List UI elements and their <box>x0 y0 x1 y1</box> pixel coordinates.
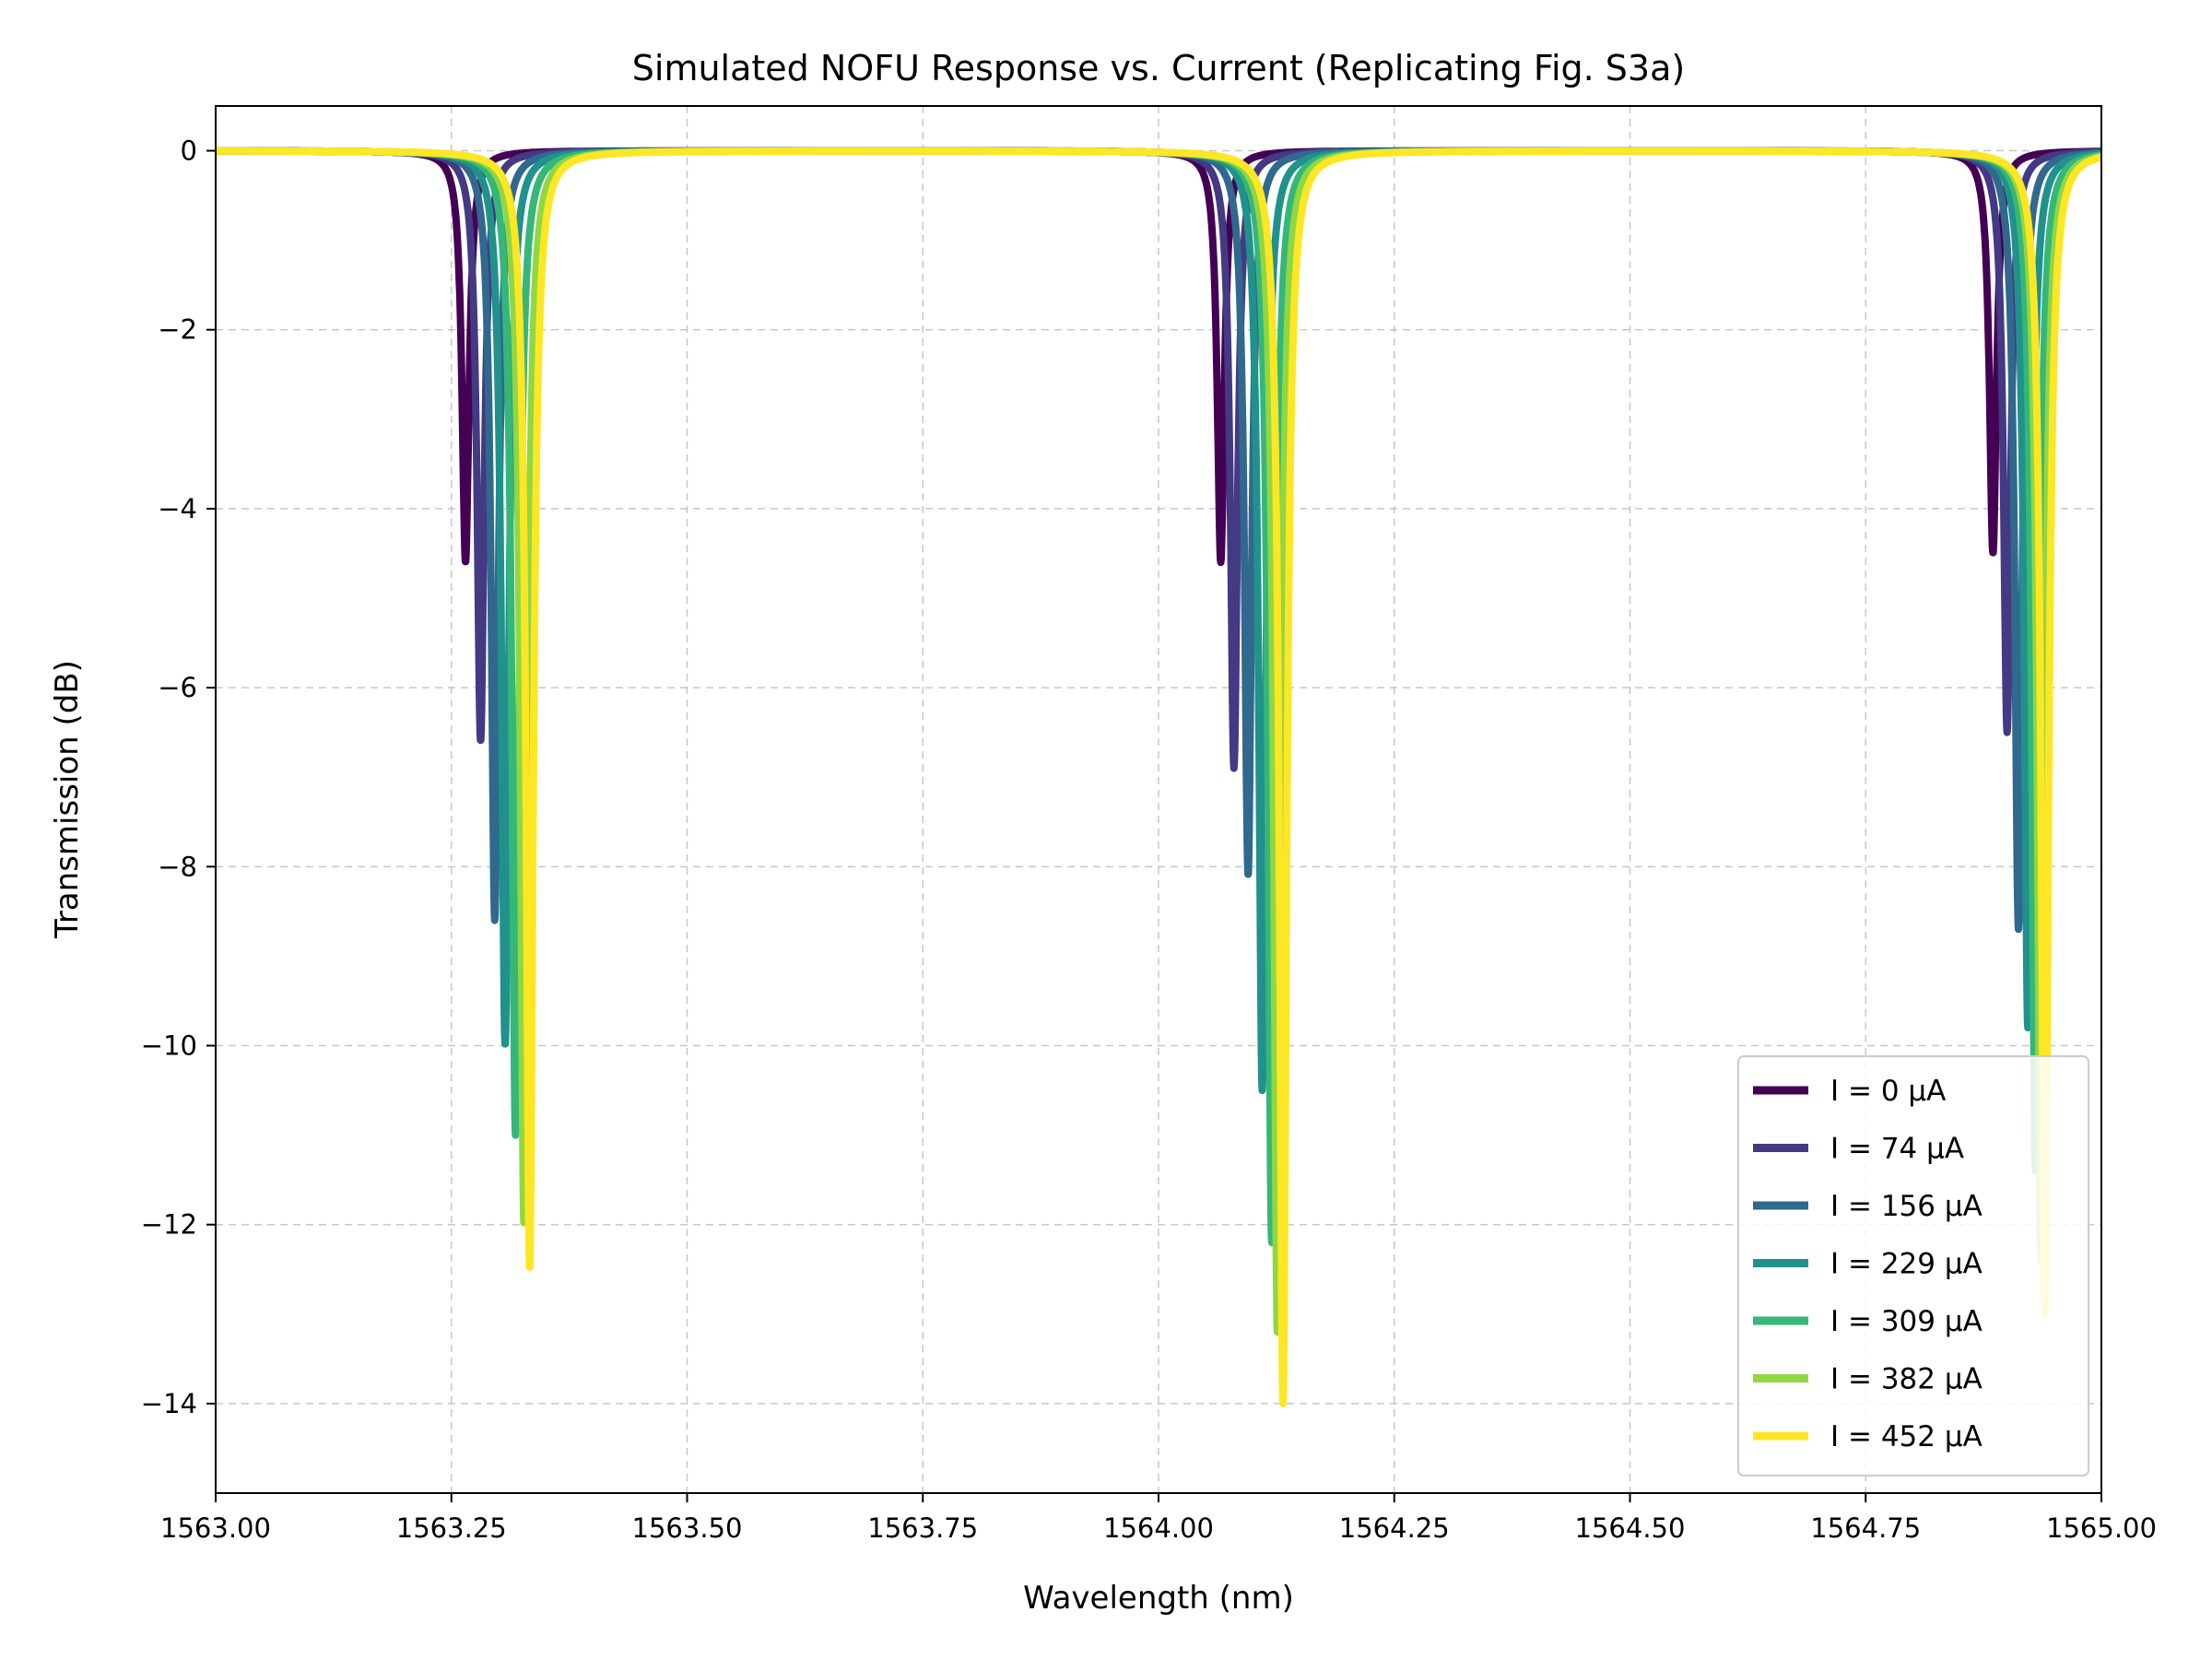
legend-label-2: I = 156 µA <box>1830 1190 1983 1223</box>
y-axis-label: Transmission (dB) <box>49 660 86 939</box>
y-tick-label: −4 <box>158 493 197 524</box>
series-line-6 <box>216 147 2101 1407</box>
legend-label-4: I = 309 µA <box>1830 1305 1983 1338</box>
x-tick-label: 1563.50 <box>632 1512 743 1544</box>
y-axis: 0 −2 −4 −6 −8 −10 −12 −14 <box>141 135 216 1419</box>
x-tick-label: 1563.00 <box>160 1512 271 1544</box>
x-tick-label: 1564.00 <box>1103 1512 1214 1544</box>
y-tick-label: −8 <box>158 851 197 882</box>
x-tick-label: 1564.25 <box>1339 1512 1450 1544</box>
y-tick-label: −6 <box>158 672 197 703</box>
x-tick-label: 1563.75 <box>867 1512 978 1544</box>
y-tick-label: −2 <box>158 314 197 346</box>
y-tick-label: −14 <box>141 1388 197 1419</box>
x-axis: 1563.00 1563.25 1563.50 1563.75 1564.00 1564.… <box>160 1493 2157 1544</box>
legend-label-3: I = 229 µA <box>1830 1248 1983 1281</box>
legend-label-0: I = 0 µA <box>1830 1075 1946 1108</box>
x-tick-label: 1564.75 <box>1810 1512 1921 1544</box>
x-axis-label: Wavelength (nm) <box>1023 1580 1294 1617</box>
y-tick-label: 0 <box>181 135 197 167</box>
y-tick-label: −10 <box>141 1030 197 1062</box>
legend-label-6: I = 452 µA <box>1830 1420 1983 1453</box>
x-tick-label: 1563.25 <box>396 1512 507 1544</box>
legend-label-1: I = 74 µA <box>1830 1133 1964 1166</box>
legend-box <box>1737 1055 2089 1477</box>
legend-label-5: I = 382 µA <box>1830 1363 1983 1396</box>
y-tick-label: −12 <box>141 1209 197 1241</box>
x-tick-label: 1564.50 <box>1575 1512 1686 1544</box>
plot-lines <box>216 147 2101 1407</box>
legend: I = 0 µA I = 74 µA I = 156 µA I = 229 µA I =… <box>1737 1055 2089 1477</box>
chart-title: Simulated NOFU Response vs. Current (Rep… <box>632 48 1685 88</box>
x-tick-label: 1565.00 <box>2046 1512 2157 1544</box>
